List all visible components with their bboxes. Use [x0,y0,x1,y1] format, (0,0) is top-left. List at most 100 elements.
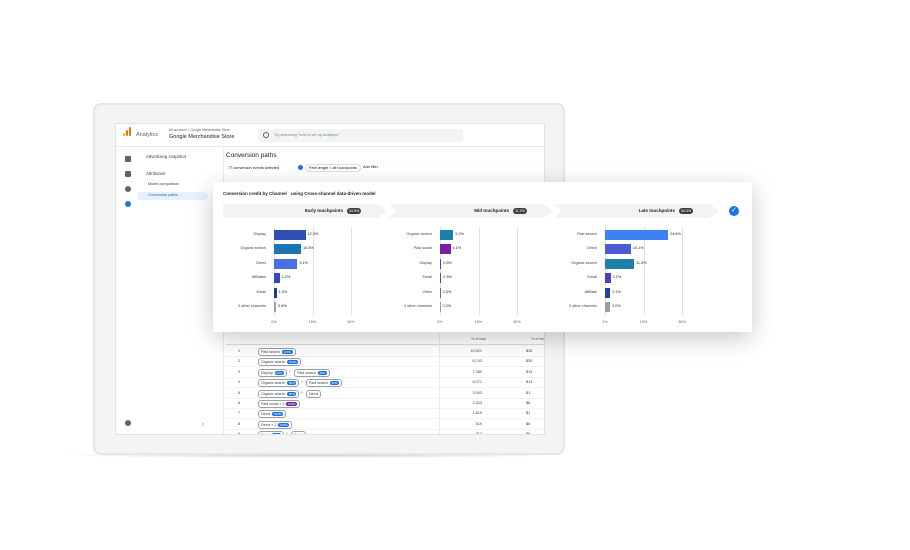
bar [274,302,277,312]
path-arrow: › [301,389,303,396]
rank: 1 [238,349,241,353]
path-chip: Direct × 2 100% [258,420,293,429]
grid-line [517,227,518,315]
value-label: 11.3% [636,260,647,265]
filter-events[interactable]: 77 conversion events selected [228,166,280,170]
value-label: 9.1% [299,260,308,265]
value: $1 [526,390,531,395]
check-icon: ✓ [729,206,739,216]
row-line [226,366,544,368]
path-chip: Direct 100% [258,410,287,419]
category-label: 3 other channels [237,304,266,308]
tab-share: 34.5% [347,207,362,214]
tab-label: Mid touchpoints [474,208,509,213]
bar [440,230,454,240]
count: 8,743 [472,359,482,364]
card-model[interactable]: using Cross-channel data-driven model [291,191,376,196]
chip-share: 80% [287,391,297,396]
rank: 8 [238,421,241,426]
rail-icon[interactable] [125,201,131,207]
value: $14 [526,380,533,385]
x-tick-label: 0% [271,320,277,324]
chip-share: 20% [317,370,327,375]
value-label: 12.3% [307,232,319,236]
table-border [226,344,544,345]
x-tick-label: 30% [678,320,686,324]
grid-line [478,227,480,315]
path-chip: Direct [306,389,322,398]
chip-label: Paid search [261,350,280,354]
nav-item[interactable]: Attribution [146,171,166,176]
value-label: 0.5% [443,260,452,265]
category-label: 4 other channels [403,304,432,308]
property-name[interactable]: Google Merchandise Store [169,134,235,140]
path-chip: Organic search 80% [258,389,300,398]
category-label: Video [422,289,432,294]
header-bar [116,124,544,147]
tab-share: 54.3% [679,207,694,214]
path-chip: Display 80% [258,368,287,377]
count: 2,323 [472,401,482,405]
chip-label: Direct [309,391,319,396]
rail-icon[interactable] [125,186,131,192]
chip-share: 100% [281,350,293,354]
value-label: 4.1% [452,246,462,251]
path-chip: Paid social × 3 100% [258,400,301,408]
category-label: Paid search [576,232,597,236]
nav-item[interactable]: Model comparison [148,182,180,186]
value-label: 0.5% [443,275,452,280]
settings-icon[interactable] [125,420,131,426]
category-label: Direct [256,260,266,265]
count: 3,003 [472,390,482,395]
rail-icon[interactable] [125,171,131,177]
row-line [226,408,544,409]
count: 312 [475,432,482,435]
bar [605,230,669,240]
bar [274,258,298,269]
value-label: 2.0% [612,304,621,308]
x-tick-label: 0% [602,320,608,324]
x-tick-label: 30% [347,320,355,324]
chip-label: Direct [261,412,271,417]
search-box[interactable]: Try searching "how to set up Analytics" [258,129,463,142]
count: 6,071 [472,380,482,385]
value-label: 1.0% [278,289,288,294]
value-label: 5.2% [455,232,464,236]
nav-item[interactable]: Conversion paths [148,193,178,197]
count: 1,819 [472,411,482,416]
rank: 9 [238,432,241,435]
x-tick-label: 15% [474,320,483,324]
category-label: Email [256,289,267,294]
nav-collapse[interactable]: ‹ [202,422,204,428]
touchpoint-tab[interactable]: Early touchpoints 34.5% [223,204,387,218]
card-title[interactable]: Conversion credit by Channel [223,191,287,196]
column-header: % of total [531,337,545,341]
grid-line [351,227,352,315]
value-label: 10.5% [302,246,314,251]
x-tick-label: 15% [308,320,317,324]
chip-share: 50% [287,381,297,386]
search-placeholder: Try searching "how to set up Analytics" [274,133,340,137]
page-title: Conversion paths [226,152,277,159]
tab-label: Early touchpoints [304,208,343,213]
bar [440,258,442,269]
chip-share: 70% [272,433,282,434]
filter-chip[interactable]: Path length < all touchpoints [305,164,361,172]
rail-icon[interactable] [125,156,131,162]
add-filter[interactable]: Add filter [363,165,378,169]
path-arrow: › [289,368,291,375]
grid-line [312,227,314,315]
rank: 4 [238,380,241,385]
grid-line [440,227,441,315]
bar [440,244,451,255]
category-label: Organic search [571,260,597,265]
touchpoint-tab[interactable]: Late touchpoints 54.3% [555,204,719,218]
chip-label: Email [261,433,270,434]
touchpoint-tab[interactable]: Mid touchpoints 11.2% [389,204,553,218]
chip-share: 100% [278,422,290,427]
value-label: 2.2% [281,275,291,280]
value-label: 2.1% [612,289,622,294]
nav-item[interactable]: Advertising snapshot [146,154,186,159]
column-header: % of total [471,337,486,341]
category-label: Display [253,232,266,236]
